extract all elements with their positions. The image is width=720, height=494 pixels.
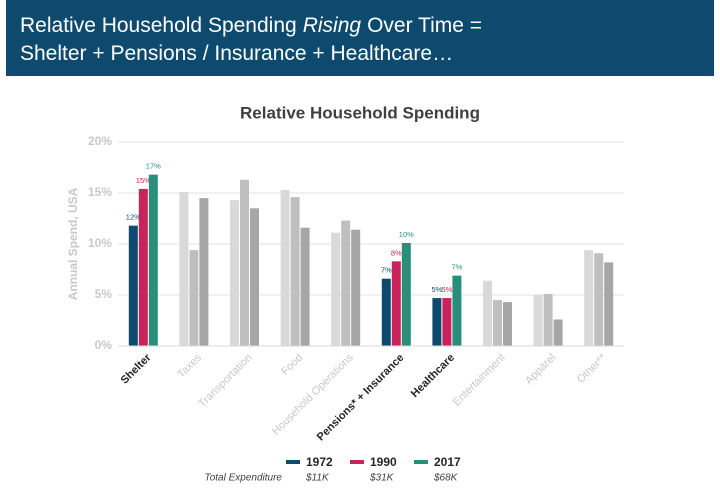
bar	[432, 298, 442, 346]
bar	[300, 227, 310, 346]
bar	[230, 200, 239, 346]
data-label: 15%	[136, 176, 151, 185]
bar	[381, 278, 391, 346]
banner: Relative Household Spending Rising Over Ti…	[6, 0, 714, 76]
title-part: Over Time =	[367, 14, 483, 37]
title-part: Rising	[302, 14, 362, 37]
bar	[331, 232, 341, 346]
banner-line: Relative Household Spending Rising Over Ti…	[20, 12, 714, 40]
data-label: 5%	[441, 285, 452, 294]
data-label: 7%	[451, 263, 462, 272]
x-tick-label: Taxes	[175, 351, 204, 380]
bar	[503, 302, 512, 346]
bar	[138, 188, 148, 346]
bar	[543, 293, 553, 346]
bar	[553, 319, 563, 346]
bar	[391, 261, 401, 346]
legend-total: $68K	[433, 473, 459, 484]
data-label: 17%	[146, 162, 161, 171]
bar	[604, 262, 614, 346]
bar	[280, 189, 290, 346]
y-axis-label: Annual Spend, USA	[66, 187, 80, 300]
bar	[341, 220, 351, 346]
bar	[290, 197, 300, 346]
bar	[128, 225, 138, 346]
legend-total: $11K	[305, 473, 330, 484]
bar	[493, 300, 502, 346]
legend-label: 2017	[434, 455, 461, 469]
bar	[179, 191, 189, 346]
legend-label: 1990	[370, 455, 397, 469]
x-tick-label: Food	[279, 352, 305, 378]
bar	[594, 253, 604, 346]
bar	[401, 242, 411, 346]
y-tick-label: 10%	[88, 236, 112, 250]
data-label: 7%	[381, 266, 392, 275]
data-label: 5%	[431, 285, 442, 294]
bar	[199, 198, 209, 346]
bar	[533, 295, 543, 346]
bar	[584, 250, 594, 346]
chart-title: Relative Household Spending	[240, 103, 480, 122]
bar	[250, 208, 259, 346]
data-label: 8%	[391, 248, 402, 257]
y-tick-label: 15%	[88, 185, 112, 199]
bar	[189, 250, 199, 346]
bar	[148, 174, 158, 346]
bar	[240, 179, 249, 346]
y-tick-label: 0%	[95, 338, 113, 352]
legend-note: Total Expenditure	[205, 473, 283, 484]
legend-swatch	[286, 460, 300, 464]
x-tick-label: Apparel	[523, 352, 558, 387]
legend-swatch	[350, 460, 364, 464]
x-tick-label: Shelter	[119, 351, 154, 386]
title-part: Relative Household Spending	[20, 14, 297, 37]
y-tick-label: 5%	[95, 287, 113, 301]
bar	[483, 280, 492, 346]
legend-swatch	[414, 460, 428, 464]
x-tick-label: Transportation	[196, 352, 254, 410]
x-tick-label: Pensions* + Insurance	[315, 352, 407, 444]
data-label: 10%	[399, 230, 414, 239]
x-tick-label: Other**	[575, 351, 610, 386]
x-tick-label: Entertainment	[451, 352, 508, 409]
x-tick-label: Healthcare	[409, 352, 457, 400]
y-tick-label: 20%	[88, 134, 112, 148]
legend-label: 1972	[306, 455, 333, 469]
bar	[351, 229, 361, 346]
data-label: 12%	[126, 213, 141, 222]
legend-total: $31K	[369, 473, 395, 484]
bar	[452, 275, 462, 346]
bar	[442, 298, 452, 346]
banner-line: Shelter + Pensions / Insurance + Healthc…	[20, 42, 454, 65]
